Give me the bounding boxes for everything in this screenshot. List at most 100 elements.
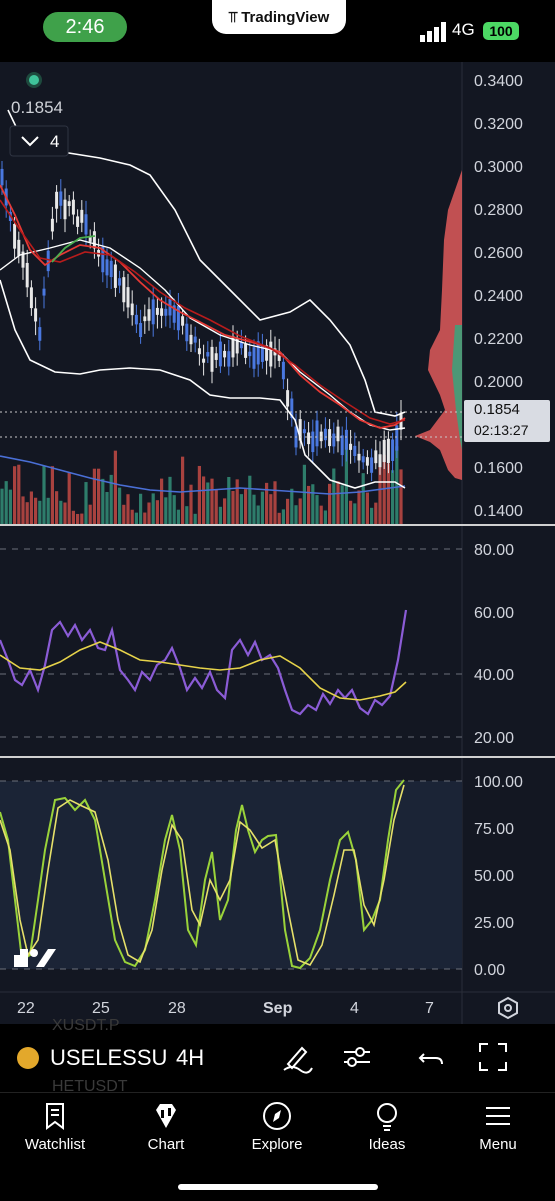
tab-label: Menu — [479, 1136, 517, 1153]
symbol-name[interactable]: USELESSU — [50, 1045, 168, 1070]
volume-bar — [46, 497, 50, 524]
volume-bar — [97, 468, 101, 524]
candle-body — [50, 218, 54, 232]
ema-dark-red-line — [0, 199, 406, 425]
undo-icon[interactable] — [414, 1040, 448, 1074]
symbol-scroll-next[interactable]: HETUSDT — [52, 1078, 128, 1095]
brand-name: TradingView — [241, 9, 330, 26]
volume-bar — [235, 479, 239, 524]
candle-body — [84, 214, 88, 235]
indicators-settings-icon[interactable] — [340, 1040, 374, 1074]
volume-bar — [214, 489, 218, 524]
date-axis-label: 25 — [92, 1000, 110, 1017]
candle-body — [113, 264, 117, 288]
candle-body — [0, 168, 4, 186]
volume-bar — [147, 502, 151, 524]
tab-ideas[interactable]: Ideas — [342, 1100, 432, 1153]
candle-body — [38, 327, 42, 341]
candle-body — [130, 303, 134, 316]
volume-bar — [294, 505, 298, 524]
volume-bar — [197, 465, 201, 524]
candle-body — [391, 439, 395, 461]
volume-bar — [113, 450, 117, 524]
candle-body — [365, 457, 369, 466]
tab-menu[interactable]: Menu — [453, 1100, 543, 1153]
chart-area[interactable]: 0.3400 0.3200 0.3000 0.2800 0.2600 0.240… — [0, 62, 555, 1024]
volume-bar — [134, 512, 138, 524]
chart-settings-icon[interactable] — [498, 996, 518, 1020]
candle-body — [323, 428, 327, 441]
tab-chart[interactable]: Chart — [121, 1100, 211, 1153]
volume-bar — [122, 504, 126, 524]
candle-body — [147, 309, 151, 321]
timeframe-selector[interactable]: 4H — [176, 1045, 205, 1070]
stochastic-pane[interactable]: 100.00 75.00 50.00 25.00 0.00 — [0, 774, 523, 979]
bollinger-upper — [7, 109, 406, 417]
candle-body — [290, 398, 294, 419]
volume-bar — [63, 502, 67, 524]
volume-bar — [378, 466, 382, 524]
price-axis-label: 0.2000 — [474, 374, 523, 391]
candle-body — [227, 351, 231, 367]
indicator-collapse-button[interactable] — [9, 125, 69, 157]
volume-bar — [370, 507, 374, 524]
symbol-scroll-prev[interactable]: XUSDT.P — [52, 1017, 120, 1034]
tradingview-banner[interactable]: ⫪ TradingView — [212, 0, 346, 34]
volume-bar — [84, 482, 88, 524]
tab-explore[interactable]: Explore — [232, 1100, 322, 1153]
tab-watchlist[interactable]: Watchlist — [10, 1100, 100, 1153]
volume-bar — [88, 504, 92, 524]
candle-body — [252, 347, 256, 369]
candle-body — [344, 429, 348, 450]
candle-body — [155, 307, 159, 315]
date-axis-label: 22 — [17, 1000, 35, 1017]
candle-body — [164, 308, 168, 316]
volume-bar — [193, 513, 197, 524]
candle-body — [55, 191, 59, 209]
candle-body — [218, 341, 222, 367]
candle-body — [172, 305, 176, 323]
chart-canvas[interactable]: 0.3400 0.3200 0.3000 0.2800 0.2600 0.240… — [0, 62, 555, 1024]
volume-bar — [139, 493, 143, 524]
volume-bar — [298, 498, 302, 524]
rsi-pane[interactable]: 80.00 60.00 40.00 20.00 — [0, 542, 514, 747]
volume-bars — [0, 438, 403, 524]
price-axis[interactable]: 0.3400 0.3200 0.3000 0.2800 0.2600 0.240… — [474, 73, 523, 520]
rsi-axis-label: 40.00 — [474, 667, 514, 684]
volume-bar — [168, 476, 172, 524]
volume-bar — [336, 481, 340, 524]
status-time[interactable]: 2:46 — [43, 12, 127, 42]
ema-red-line — [0, 184, 406, 429]
date-axis[interactable]: 22 25 28 Sep 4 7 — [17, 1000, 434, 1017]
volume-bar — [50, 466, 54, 524]
volume-bar — [281, 509, 285, 524]
volume-bar — [391, 470, 395, 524]
candle-body — [386, 438, 390, 464]
candle-body — [223, 350, 227, 358]
fullscreen-icon[interactable] — [476, 1040, 510, 1074]
chart-toolbar — [0, 1024, 555, 1092]
volume-bar — [328, 483, 332, 524]
stoch-axis-label: 75.00 — [474, 821, 514, 838]
volume-bar — [265, 482, 269, 524]
volume-bar — [67, 472, 71, 524]
candles-icon — [156, 1104, 176, 1128]
volume-bar — [80, 513, 84, 524]
candle-body — [109, 260, 113, 278]
candle-body — [349, 443, 353, 450]
volume-bar — [349, 500, 353, 524]
volume-bar — [210, 478, 214, 524]
rsi-ma-line — [0, 641, 407, 701]
volume-bar — [357, 490, 361, 524]
candle-body — [235, 338, 239, 354]
volume-bar — [160, 478, 164, 524]
volume-bar — [101, 478, 105, 524]
current-price-label: 0.1854 02:13:27 — [464, 400, 550, 442]
volume-bar — [273, 481, 277, 524]
candle-body — [332, 433, 336, 447]
drawing-tools-icon[interactable] — [280, 1040, 314, 1074]
volume-bar — [365, 492, 369, 524]
candle-body — [13, 223, 17, 249]
home-indicator[interactable] — [178, 1184, 378, 1190]
candle-body — [168, 298, 172, 316]
